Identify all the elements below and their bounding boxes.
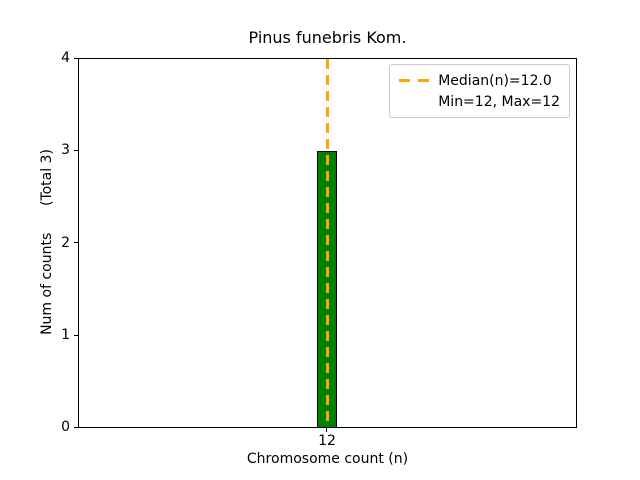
legend-row-minmax: Min=12, Max=12: [399, 91, 560, 112]
y-tick-label-2: 2: [61, 235, 70, 251]
legend: Median(n)=12.0 Min=12, Max=12: [389, 64, 570, 118]
y-tick-label-4: 4: [61, 50, 70, 66]
y-tick-label-3: 3: [61, 142, 70, 158]
chart-title: Pinus funebris Kom.: [248, 28, 407, 47]
median-legend-marker: [399, 79, 430, 82]
x-tick-label-12: 12: [318, 433, 336, 449]
legend-label-median: Median(n)=12.0: [438, 72, 552, 89]
y-tick-mark-3: [74, 150, 78, 151]
x-axis-label: Chromosome count (n): [246, 451, 409, 467]
y-tick-label-0: 0: [61, 419, 70, 435]
y-tick-label-1: 1: [61, 327, 70, 343]
empty-legend-marker: [399, 100, 429, 103]
plot-area: Median(n)=12.0 Min=12, Max=12: [78, 58, 577, 428]
y-tick-mark-1: [74, 335, 78, 336]
legend-row-median: Median(n)=12.0: [399, 70, 560, 91]
median-line: [326, 59, 329, 427]
y-axis-label: Num of counts (Total 3): [39, 149, 55, 335]
y-tick-mark-4: [74, 58, 78, 59]
legend-label-minmax: Min=12, Max=12: [438, 93, 560, 110]
x-tick-mark-12: [326, 428, 327, 432]
y-tick-mark-2: [74, 242, 78, 243]
y-tick-mark-0: [74, 427, 78, 428]
